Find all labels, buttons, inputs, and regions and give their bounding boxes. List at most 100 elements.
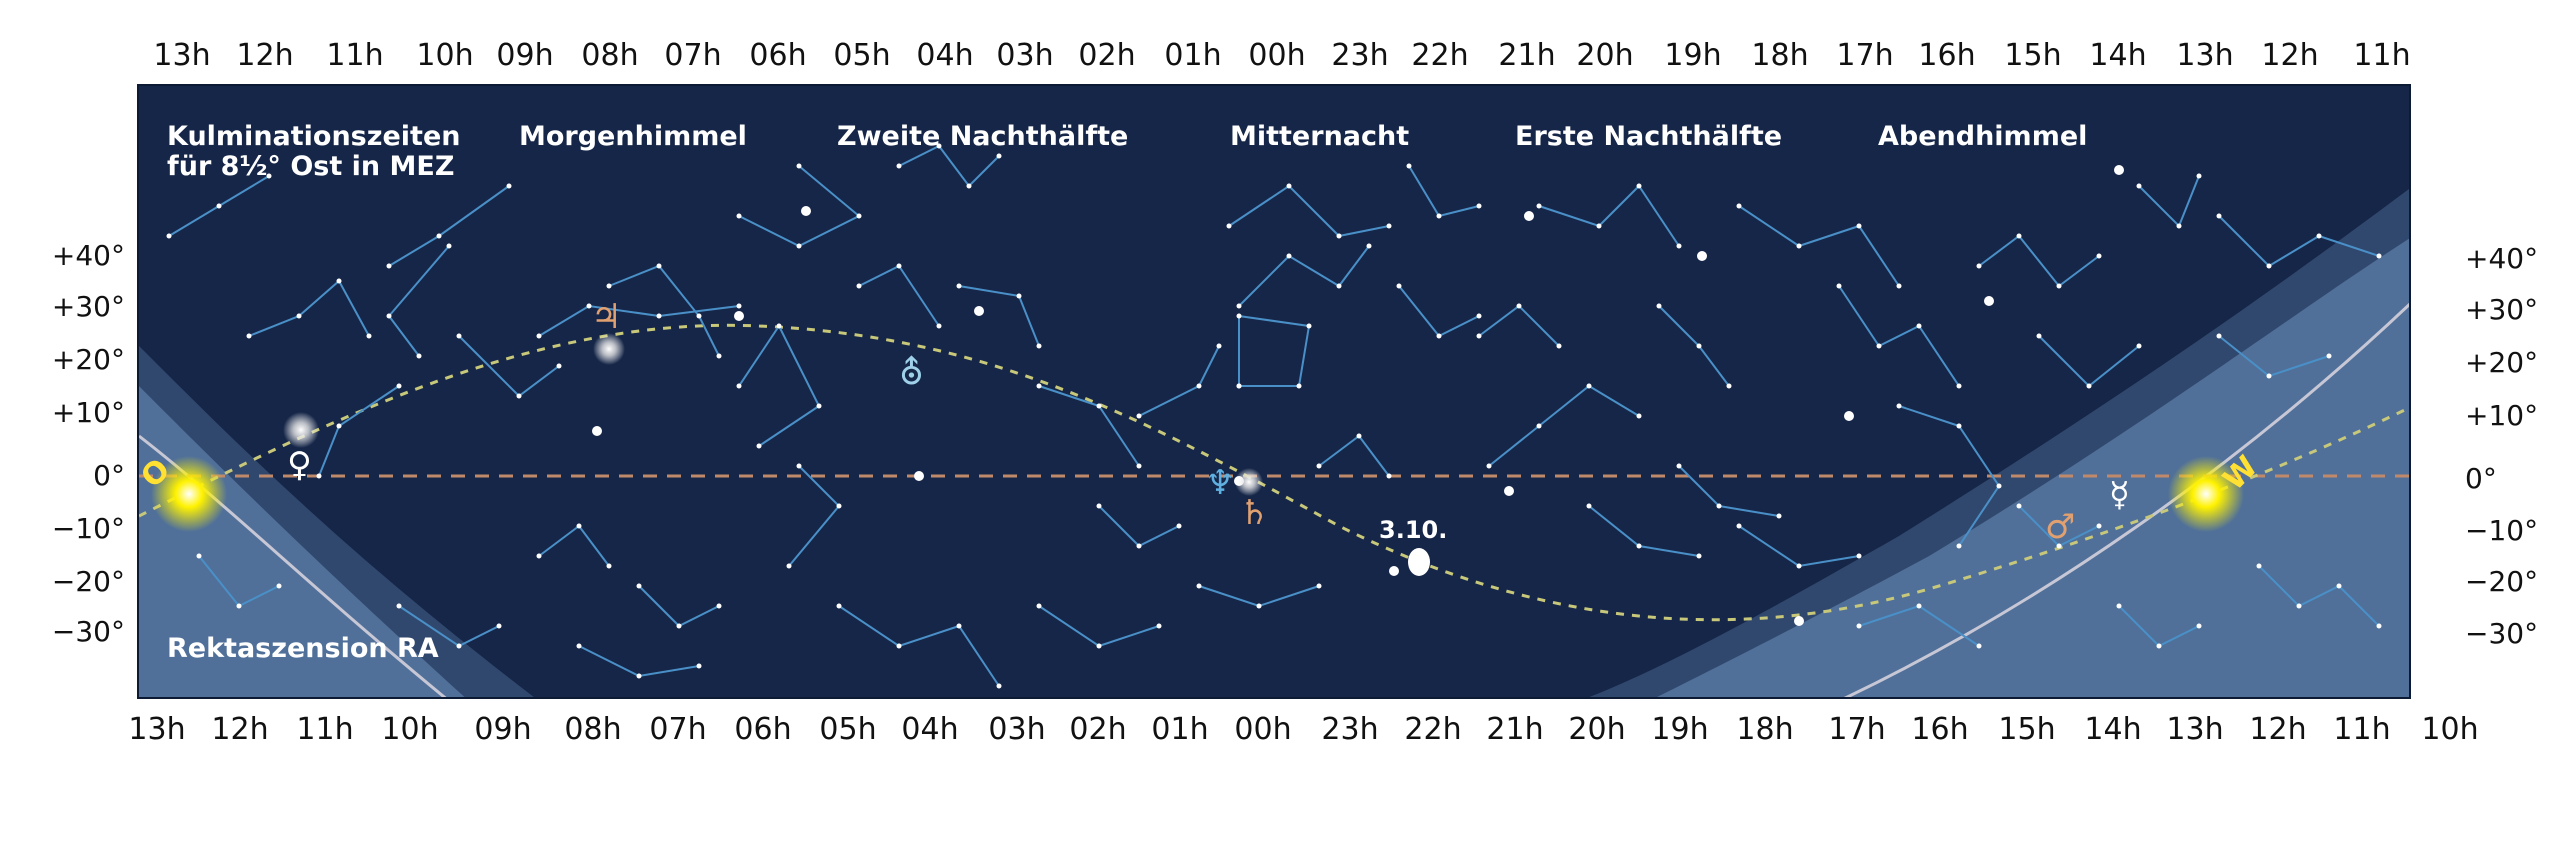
star: [1536, 423, 1542, 429]
star: [1896, 403, 1902, 409]
star: [1096, 403, 1102, 409]
ra-tick: 18h: [1751, 38, 1809, 73]
constellation-line: [458, 335, 560, 398]
constellation-line: [1678, 465, 1780, 517]
star: [1236, 303, 1242, 309]
venus-glow: [283, 412, 319, 448]
ra-tick: 11h: [2353, 38, 2411, 73]
star: [696, 313, 702, 319]
star: [1436, 213, 1442, 219]
bright-star: [1389, 566, 1399, 576]
star: [1216, 343, 1222, 349]
dec-tick: +30°: [2465, 293, 2539, 326]
star: [1396, 283, 1402, 289]
dec-tick: −20°: [51, 565, 125, 598]
dec-tick: 0°: [2465, 462, 2497, 495]
star: [536, 333, 542, 339]
star: [996, 153, 1002, 159]
ra-tick: 06h: [734, 712, 792, 747]
constellation-line: [1228, 184, 1390, 238]
constellation-line: [1738, 205, 1900, 287]
constellation-line: [958, 285, 1040, 347]
star: [2216, 213, 2222, 219]
constellation-line: [578, 645, 700, 678]
ra-tick: 16h: [1911, 712, 1969, 747]
dec-tick: +10°: [2465, 399, 2539, 432]
star: [1736, 203, 1742, 209]
horizon-west: [1843, 302, 2409, 697]
star: [516, 393, 522, 399]
jupiter-glow: [593, 333, 625, 365]
star: [1696, 343, 1702, 349]
dec-tick: 0°: [93, 459, 125, 492]
ra-tick: 19h: [1651, 712, 1709, 747]
star: [896, 163, 902, 169]
star: [1286, 253, 1292, 259]
dec-tick: −10°: [2465, 514, 2539, 547]
star: [1956, 423, 1962, 429]
constellation-line: [788, 465, 841, 567]
star: [1876, 343, 1882, 349]
star: [736, 383, 742, 389]
bright-star: [801, 206, 811, 216]
star: [2176, 223, 2182, 229]
constellation-line: [1738, 525, 1860, 568]
star: [1386, 473, 1392, 479]
constellation-line: [2218, 215, 2380, 268]
star: [196, 553, 202, 559]
bright-star: [2114, 165, 2124, 175]
star: [1726, 383, 1732, 389]
star: [1716, 503, 1722, 509]
ra-tick: 21h: [1498, 38, 1556, 73]
star: [2196, 623, 2202, 629]
star: [576, 643, 582, 649]
star: [1676, 243, 1682, 249]
star: [1356, 433, 1362, 439]
star: [1406, 163, 1412, 169]
constellation-line: [1588, 505, 1700, 557]
star: [1556, 343, 1562, 349]
ra-tick: 07h: [649, 712, 707, 747]
bottom-ra-axis: 13h 12h 11h 10h 09h 08h 07h 06h 05h 04h …: [0, 712, 2560, 762]
constellation-line: [1038, 385, 1140, 467]
top-ra-axis: 13h 12h 11h 10h 09h 08h 07h 06h 05h 04h …: [0, 38, 2560, 88]
star: [1636, 413, 1642, 419]
constellation-line: [838, 605, 1000, 687]
star: [2016, 233, 2022, 239]
dec-tick: +20°: [51, 343, 125, 376]
star: [2136, 343, 2142, 349]
ra-tick: 13h: [128, 712, 186, 747]
right-declination-axis: +40° +30° +20° +10° 0° −10° −20° −30°: [2465, 0, 2560, 862]
bright-star: [734, 311, 744, 321]
star: [1586, 383, 1592, 389]
star: [296, 313, 302, 319]
star: [1956, 383, 1962, 389]
star: [166, 233, 172, 239]
ra-tick: 03h: [988, 712, 1046, 747]
star: [936, 323, 942, 329]
ra-tick: 12h: [2249, 712, 2307, 747]
star: [446, 243, 452, 249]
ra-tick: 20h: [1576, 38, 1634, 73]
constellation-line: [738, 324, 821, 447]
star: [1676, 463, 1682, 469]
star: [416, 353, 422, 359]
ra-tick: 07h: [664, 38, 722, 73]
dec-tick: −30°: [51, 615, 125, 648]
star: [2036, 333, 2042, 339]
constellation-line: [1898, 405, 2001, 547]
constellation-line: [1658, 305, 1730, 387]
constellation-line: [898, 144, 1000, 188]
moon-date: 3.10.: [1379, 516, 1448, 544]
star: [936, 143, 942, 149]
star: [386, 313, 392, 319]
constellation-line: [1538, 184, 1680, 247]
star: [246, 333, 252, 339]
star: [2136, 183, 2142, 189]
bright-star: [914, 471, 924, 481]
star: [236, 603, 242, 609]
star: [1176, 523, 1182, 529]
star: [2316, 233, 2322, 239]
ra-tick: 17h: [1828, 712, 1886, 747]
star: [1236, 383, 1242, 389]
